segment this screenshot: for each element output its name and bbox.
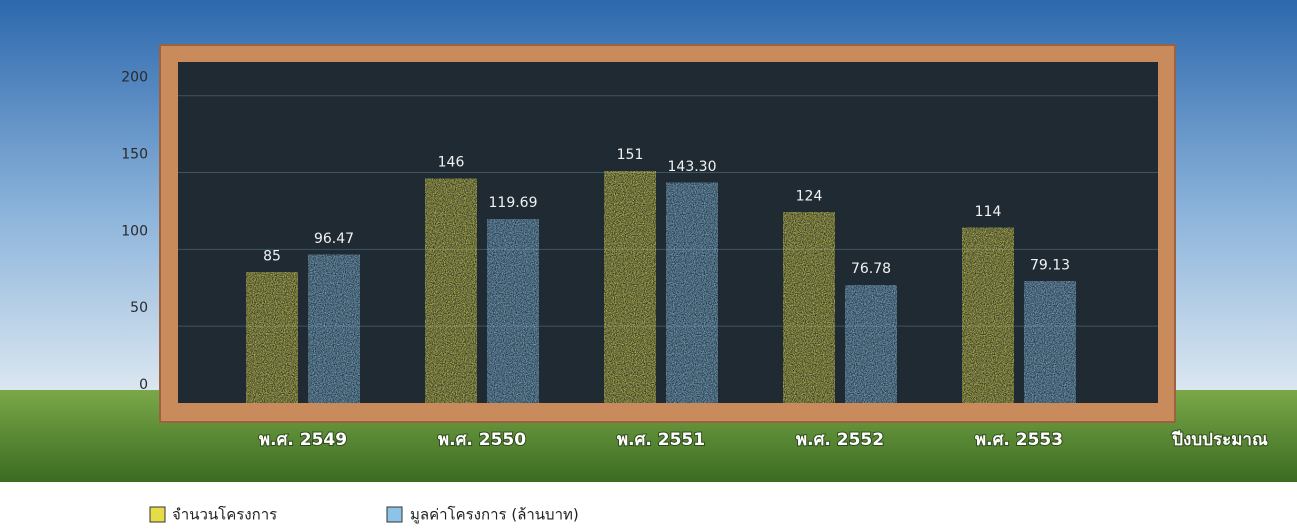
bar: [603, 170, 657, 404]
legend-label: มูลค่าโครงการ (ล้านบาท): [410, 506, 579, 524]
y-tick-label: 200: [121, 70, 148, 86]
value-label: 124: [796, 188, 823, 204]
bar: [245, 271, 299, 404]
value-label: 119.69: [489, 195, 538, 211]
bar: [307, 253, 361, 404]
x-tick-label: พ.ศ. 2549: [259, 430, 347, 450]
x-tick-label: พ.ศ. 2553: [975, 430, 1063, 450]
bar: [961, 226, 1015, 404]
value-label: 114: [975, 204, 1002, 220]
bar: [665, 181, 719, 404]
legend-label: จำนวนโครงการ: [172, 506, 277, 524]
value-label: 76.78: [851, 261, 891, 277]
y-tick-label: 0: [139, 377, 148, 393]
value-label: 151: [617, 147, 644, 163]
y-tick-label: 100: [121, 223, 148, 239]
legend-swatch: [149, 506, 166, 523]
value-label: 96.47: [314, 231, 354, 247]
value-label: 146: [438, 155, 465, 171]
x-tick-label: พ.ศ. 2550: [438, 430, 526, 450]
x-tick-label: พ.ศ. 2551: [617, 430, 705, 450]
x-tick-label: พ.ศ. 2552: [796, 430, 884, 450]
value-label: 85: [263, 248, 281, 264]
bar: [1023, 280, 1077, 405]
bar: [844, 284, 898, 404]
value-label: 143.30: [668, 159, 717, 175]
bar: [486, 218, 540, 404]
legend-swatch: [386, 506, 403, 523]
bar: [424, 177, 478, 404]
x-axis-label: ปีงบประมาณ: [1171, 429, 1268, 450]
bar: [782, 211, 836, 404]
y-tick-label: 150: [121, 147, 148, 163]
value-label: 79.13: [1030, 257, 1070, 273]
y-tick-label: 50: [130, 300, 148, 316]
